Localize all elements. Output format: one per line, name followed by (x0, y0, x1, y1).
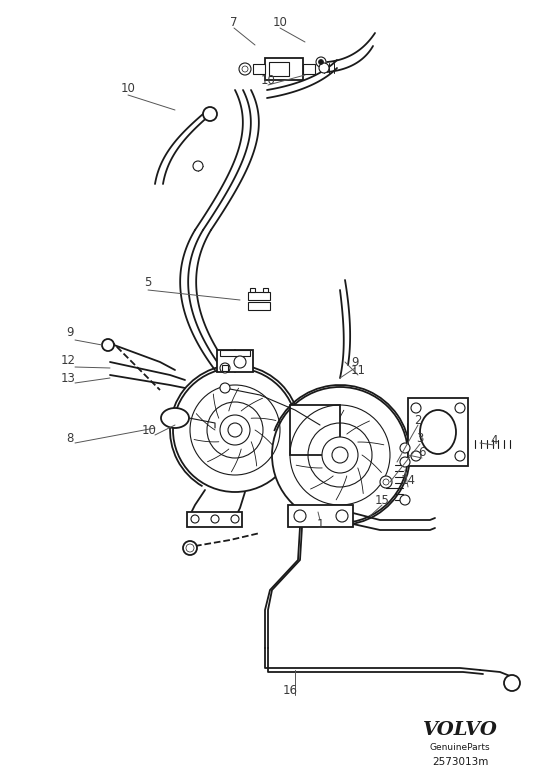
Text: 11: 11 (350, 363, 365, 377)
Text: 12: 12 (60, 353, 75, 366)
Circle shape (400, 443, 410, 453)
Text: 10: 10 (141, 424, 157, 436)
Bar (187, 512, 242, 527)
Circle shape (220, 363, 230, 373)
Bar (250, 288, 255, 292)
Circle shape (294, 510, 306, 522)
Text: 7: 7 (230, 16, 238, 28)
Text: 5: 5 (144, 276, 152, 288)
Circle shape (336, 510, 348, 522)
Text: GenuineParts: GenuineParts (430, 744, 490, 752)
Circle shape (400, 457, 410, 467)
Text: 4: 4 (490, 434, 498, 446)
Circle shape (332, 447, 348, 463)
Circle shape (504, 675, 520, 691)
Circle shape (319, 63, 329, 73)
Text: 9: 9 (66, 326, 74, 338)
Text: 6: 6 (418, 446, 426, 459)
Circle shape (183, 541, 197, 555)
Bar (248, 292, 270, 300)
Circle shape (322, 437, 358, 473)
Bar (220, 350, 250, 356)
Circle shape (380, 476, 392, 488)
Text: 2: 2 (414, 413, 422, 427)
Circle shape (400, 495, 410, 505)
Circle shape (231, 515, 239, 523)
Circle shape (383, 479, 389, 485)
Circle shape (102, 339, 114, 351)
Bar (265, 58, 303, 80)
Text: 3: 3 (416, 431, 424, 445)
Bar (290, 405, 340, 455)
Text: 2573013m: 2573013m (432, 757, 488, 767)
Bar (263, 288, 268, 292)
Circle shape (239, 63, 251, 75)
Text: 1: 1 (316, 518, 324, 532)
Circle shape (211, 515, 219, 523)
Bar (303, 64, 315, 74)
Circle shape (220, 415, 250, 445)
Bar (248, 302, 270, 310)
Circle shape (203, 107, 217, 121)
Text: VOLVO: VOLVO (422, 721, 498, 739)
Text: 10: 10 (260, 74, 275, 86)
Bar (408, 398, 468, 466)
Circle shape (234, 356, 246, 368)
Text: 9: 9 (351, 355, 359, 369)
Bar (288, 505, 353, 527)
Text: 14: 14 (400, 474, 415, 486)
Bar (253, 64, 265, 74)
Circle shape (220, 383, 230, 393)
Circle shape (411, 403, 421, 413)
Bar (222, 365, 228, 371)
Ellipse shape (161, 408, 189, 428)
Circle shape (318, 60, 323, 64)
Circle shape (242, 66, 248, 72)
Circle shape (455, 451, 465, 461)
Circle shape (193, 161, 203, 171)
Circle shape (228, 423, 242, 437)
Circle shape (173, 368, 297, 492)
Text: 10: 10 (273, 16, 287, 28)
Text: 13: 13 (61, 371, 75, 384)
Circle shape (191, 515, 199, 523)
Circle shape (411, 451, 421, 461)
Text: 8: 8 (66, 431, 74, 445)
Circle shape (455, 403, 465, 413)
Text: 16: 16 (282, 684, 298, 697)
Circle shape (272, 387, 408, 523)
Bar (217, 350, 253, 372)
Text: 10: 10 (121, 81, 136, 95)
Text: 15: 15 (374, 493, 390, 507)
Bar (269, 62, 289, 76)
Circle shape (186, 544, 194, 552)
Ellipse shape (420, 410, 456, 454)
Circle shape (316, 57, 326, 67)
